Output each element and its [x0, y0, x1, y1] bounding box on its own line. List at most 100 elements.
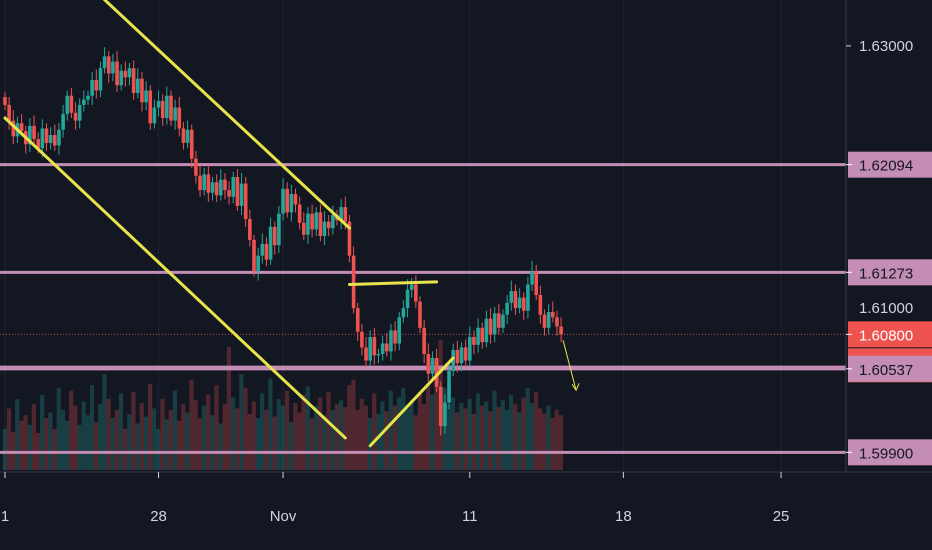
price-axis[interactable]: [846, 0, 932, 472]
volume-bar: [492, 390, 497, 470]
candle-body: [102, 56, 107, 69]
volume-bar: [351, 379, 356, 470]
volume-bar: [6, 408, 12, 470]
trendline[interactable]: [347, 280, 439, 287]
candle-body: [277, 213, 281, 246]
candle-body: [48, 135, 53, 143]
volume-bar: [197, 418, 202, 470]
candle-body: [194, 158, 198, 176]
candle-body: [289, 194, 294, 213]
volume-bar: [31, 404, 36, 470]
volume-bar: [521, 397, 526, 470]
level-price-badge: [848, 151, 932, 178]
candle-body: [331, 215, 335, 229]
volume-bar: [251, 401, 256, 470]
candle-body: [559, 326, 563, 335]
volume-bar: [110, 418, 115, 470]
candle-body: [405, 289, 410, 309]
volume-bar: [500, 400, 505, 470]
candle-body: [177, 107, 182, 129]
level-price-badge: [848, 355, 932, 382]
candle-body: [468, 336, 472, 361]
candle-body: [127, 68, 132, 78]
volume-bar: [479, 405, 485, 470]
price-tick-label: 1.61000: [859, 300, 913, 317]
volume-bar: [471, 413, 476, 470]
volume-bar: [247, 413, 252, 470]
volume-bar: [413, 415, 418, 470]
candle-body: [189, 129, 194, 159]
time-tick-label: 11: [462, 508, 478, 525]
time-axis[interactable]: [0, 472, 932, 550]
candle-body: [131, 68, 136, 94]
volume-bar: [396, 397, 402, 470]
volume-bar: [118, 393, 124, 470]
candle-body: [430, 357, 435, 374]
volume-bar: [214, 385, 219, 470]
candle-body: [82, 99, 86, 105]
candle-body: [459, 347, 464, 364]
volume-bar: [268, 378, 273, 470]
candle-body: [69, 95, 74, 113]
volume-bar: [135, 423, 140, 470]
candle-body: [513, 291, 518, 309]
candle-body: [426, 354, 431, 374]
projection-arrow[interactable]: [562, 340, 577, 391]
candle-body: [339, 207, 343, 221]
candle-body: [397, 317, 402, 344]
volume-bar: [446, 404, 451, 470]
current-price-badge: [848, 321, 932, 348]
candle-body: [206, 174, 211, 193]
trendline[interactable]: [368, 356, 455, 448]
candle-body: [434, 357, 439, 387]
volume-bar: [293, 402, 298, 470]
time-tick-label: Nov: [270, 508, 297, 525]
volume-bar: [463, 408, 468, 470]
candle-body: [248, 218, 252, 240]
volume-bar: [546, 405, 551, 470]
volume-bar: [301, 394, 306, 470]
trendline[interactable]: [88, 0, 351, 230]
volume-bar: [284, 390, 290, 470]
volume-bar: [235, 408, 240, 470]
volume-bar: [73, 405, 78, 470]
volume-bar: [484, 401, 489, 470]
volume-bar: [264, 409, 269, 470]
volume-bar: [56, 387, 61, 470]
volume-bar: [85, 415, 90, 470]
candle-body: [326, 221, 331, 229]
candle-body: [11, 120, 16, 137]
volume-bar: [409, 400, 414, 470]
volume-bar: [147, 383, 153, 470]
candle-body: [401, 308, 406, 318]
level-price-badge: [848, 439, 932, 466]
candle-body: [73, 112, 78, 121]
volume-bar: [426, 385, 431, 470]
candle-body: [140, 78, 144, 103]
candle-body: [422, 327, 426, 354]
candle-body: [136, 78, 140, 94]
volume-bar: [280, 405, 285, 470]
volume-bar: [533, 392, 539, 470]
volume-bar: [131, 392, 136, 470]
candle-body: [380, 343, 385, 354]
candle-body: [372, 336, 377, 356]
candle-body: [318, 212, 323, 236]
volume-bar: [326, 392, 331, 470]
candle-body: [480, 327, 485, 343]
candle-body: [497, 313, 501, 328]
volume-bar: [455, 412, 460, 470]
candle-body: [28, 125, 32, 145]
volume-bar: [450, 397, 456, 470]
trendline[interactable]: [3, 116, 347, 440]
candle-body: [160, 100, 165, 118]
candle-body: [7, 104, 11, 121]
volume-bar: [27, 424, 32, 470]
volume-bar: [434, 360, 439, 470]
candle-body: [530, 271, 534, 285]
volume-bar: [305, 386, 310, 470]
volume-bar: [496, 407, 501, 470]
volume-bar: [139, 402, 144, 470]
volume-bar: [152, 408, 157, 470]
